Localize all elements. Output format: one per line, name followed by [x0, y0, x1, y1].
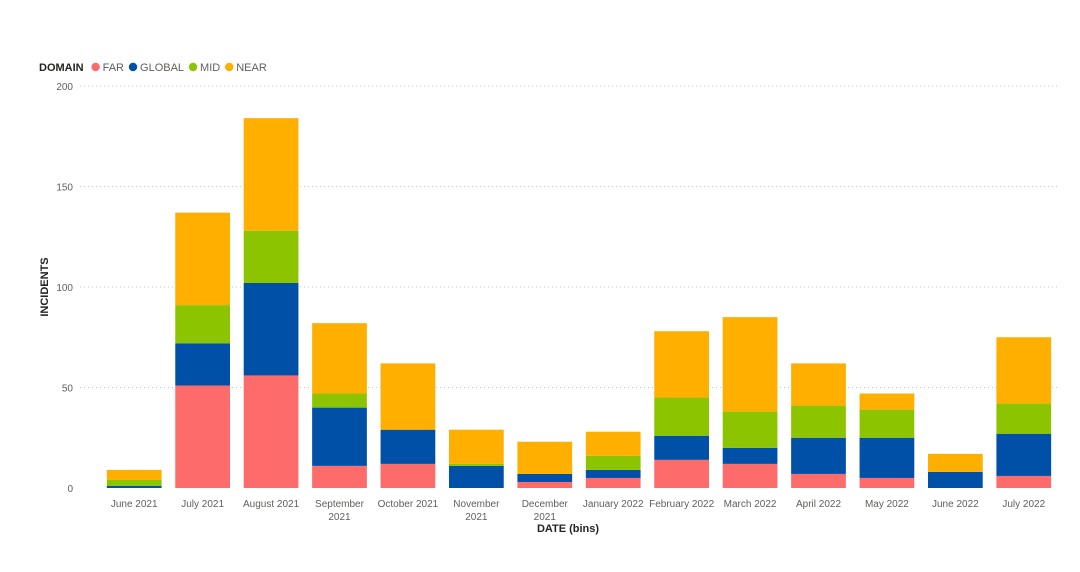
- bar-global-12[interactable]: [927, 471, 983, 488]
- bar-far-8[interactable]: [654, 459, 710, 488]
- bar-mid-3[interactable]: [312, 393, 367, 408]
- y-tick-label: 0: [67, 484, 73, 495]
- y-tick-label: 50: [62, 384, 74, 395]
- x-tick-label: 2021: [328, 512, 351, 523]
- bar-near-9[interactable]: [722, 317, 778, 412]
- bar-near-11[interactable]: [859, 393, 915, 410]
- bar-global-1[interactable]: [175, 343, 231, 386]
- bar-near-2[interactable]: [243, 118, 299, 231]
- legend-marker-global: [128, 62, 138, 72]
- bar-mid-0[interactable]: [106, 479, 162, 486]
- bar-mid-7[interactable]: [585, 455, 641, 470]
- x-tick-label: 2021: [534, 512, 557, 523]
- x-tick-label: April 2022: [796, 499, 841, 510]
- legend-title: DOMAIN: [39, 62, 84, 74]
- x-tick-label: September: [315, 499, 365, 510]
- legend-label-far[interactable]: FAR: [103, 62, 124, 74]
- bar-global-11[interactable]: [859, 437, 915, 478]
- bar-global-8[interactable]: [654, 435, 710, 460]
- bar-global-10[interactable]: [791, 437, 846, 474]
- bar-mid-8[interactable]: [654, 397, 710, 436]
- bar-near-3[interactable]: [312, 323, 367, 394]
- bar-far-9[interactable]: [722, 463, 778, 488]
- x-tick-label: March 2022: [724, 499, 777, 510]
- bar-mid-1[interactable]: [175, 305, 231, 344]
- legend-label-mid[interactable]: MID: [200, 62, 220, 74]
- x-tick-label: May 2022: [865, 499, 909, 510]
- bar-near-7[interactable]: [585, 431, 641, 456]
- bar-mid-11[interactable]: [859, 409, 915, 438]
- bar-global-9[interactable]: [722, 447, 778, 464]
- bar-near-4[interactable]: [380, 363, 436, 430]
- bar-near-0[interactable]: [106, 469, 162, 480]
- bar-far-13[interactable]: [996, 475, 1052, 488]
- bar-near-10[interactable]: [791, 363, 846, 406]
- legend-label-near[interactable]: NEAR: [236, 62, 267, 74]
- bar-global-2[interactable]: [243, 282, 299, 376]
- x-tick-label: July 2021: [181, 499, 224, 510]
- bar-mid-13[interactable]: [996, 403, 1052, 434]
- bar-mid-9[interactable]: [722, 411, 778, 448]
- x-tick-label: October 2021: [378, 499, 439, 510]
- bar-near-5[interactable]: [448, 429, 504, 464]
- bar-near-1[interactable]: [175, 212, 231, 306]
- bar-global-6[interactable]: [517, 473, 573, 482]
- x-tick-label: June 2022: [932, 499, 979, 510]
- x-tick-label: 2021: [465, 512, 488, 523]
- x-tick-label: November: [453, 499, 500, 510]
- y-axis-title: INCIDENTS: [39, 257, 51, 316]
- bar-far-10[interactable]: [791, 473, 846, 488]
- legend: DOMAIN FAR GLOBAL MID NEAR: [39, 62, 267, 74]
- x-tick-label: July 2022: [1002, 499, 1045, 510]
- legend-marker-mid: [188, 62, 198, 72]
- x-tick-label: February 2022: [649, 499, 714, 510]
- bar-far-1[interactable]: [175, 385, 231, 488]
- bar-near-6[interactable]: [517, 441, 573, 474]
- y-tick-label: 100: [56, 283, 73, 294]
- legend-marker-near: [225, 62, 234, 72]
- bar-global-13[interactable]: [996, 433, 1052, 476]
- bar-near-13[interactable]: [996, 337, 1052, 404]
- bar-mid-2[interactable]: [243, 230, 299, 283]
- bar-near-12[interactable]: [927, 453, 983, 472]
- x-axis-ticks: June 2021 July 2021 August 2021 September 20…: [111, 499, 1046, 523]
- bar-far-11[interactable]: [859, 477, 915, 488]
- bar-far-4[interactable]: [380, 463, 436, 488]
- bar-global-4[interactable]: [380, 429, 436, 464]
- bar-far-6[interactable]: [517, 481, 573, 488]
- y-tick-label: 150: [56, 183, 73, 194]
- legend-marker-far: [91, 62, 100, 72]
- x-tick-label: August 2021: [243, 499, 300, 510]
- bar-near-8[interactable]: [654, 331, 710, 398]
- bar-far-2[interactable]: [243, 375, 299, 488]
- bar-far-7[interactable]: [585, 477, 641, 488]
- y-axis-ticks: 0 50 100 150 200: [56, 82, 73, 495]
- x-tick-label: June 2021: [111, 499, 158, 510]
- x-tick-label: January 2022: [583, 499, 644, 510]
- bar-mid-5[interactable]: [448, 463, 504, 466]
- bars: [106, 118, 1052, 488]
- bar-global-3[interactable]: [312, 407, 367, 466]
- y-tick-label: 200: [56, 82, 73, 93]
- bar-global-5[interactable]: [448, 465, 504, 488]
- bar-far-3[interactable]: [312, 465, 367, 488]
- gridlines: [80, 85, 1058, 388]
- bar-global-0[interactable]: [106, 485, 162, 488]
- x-axis-title: DATE (bins): [537, 523, 599, 535]
- x-tick-label: December: [522, 499, 569, 510]
- legend-label-global[interactable]: GLOBAL: [140, 62, 184, 74]
- bar-mid-10[interactable]: [791, 405, 846, 438]
- bar-global-7[interactable]: [585, 469, 641, 478]
